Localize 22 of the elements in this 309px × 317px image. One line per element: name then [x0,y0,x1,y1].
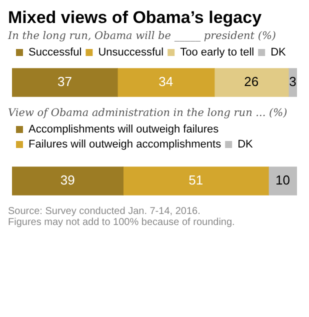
chart-title: Mixed views of Obama’s legacy [8,8,263,28]
legend-label: Successful [28,46,82,59]
data-label: 26 [244,74,259,90]
legend-label: DK [270,46,287,59]
bar [12,68,118,97]
data-label: 34 [158,74,174,90]
data-label: 3 [289,74,296,90]
legend-label: Unsuccessful [98,46,164,59]
bar [117,68,215,97]
data-label: 10 [276,172,290,188]
chart-subtitle: View of Obama administration in the long run ... (%) [8,107,288,119]
data-label: 37 [57,74,72,90]
data-label: 39 [60,172,75,188]
source-note: Source: Survey conducted Jan. 7-14, 2016. [8,206,202,217]
text: Figures may not add to 100% because of rounding. [8,217,236,228]
legend-label: DK [238,138,254,151]
chart-subtitle: In the long run, Obama will be _____ president (%) [8,30,278,42]
bar [214,68,289,97]
legend-label: Too early to tell [180,46,254,59]
legend-label: Failures will outweigh accomplishments [28,138,222,151]
data-label: 51 [188,172,204,188]
legend-label: Accomplishments will outweigh failures [28,124,220,136]
